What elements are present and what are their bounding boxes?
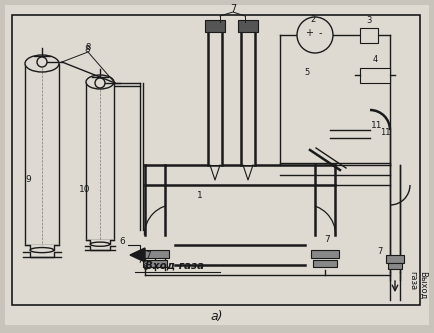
Ellipse shape — [30, 247, 54, 253]
Text: 3: 3 — [366, 16, 372, 25]
Wedge shape — [145, 205, 175, 235]
Text: 7: 7 — [145, 250, 151, 259]
Polygon shape — [86, 240, 114, 244]
Bar — [175, 245, 305, 265]
Polygon shape — [25, 245, 59, 250]
Wedge shape — [305, 205, 335, 235]
Bar — [386, 255, 404, 263]
Text: 8: 8 — [85, 43, 91, 52]
Ellipse shape — [86, 75, 114, 89]
Bar — [86, 82, 114, 240]
Text: Выход
газа: Выход газа — [408, 271, 427, 299]
Text: 7: 7 — [137, 256, 143, 265]
Text: 8: 8 — [84, 46, 90, 55]
Text: +: + — [305, 28, 313, 38]
Text: 7: 7 — [230, 4, 236, 14]
Text: 6: 6 — [119, 237, 125, 246]
Ellipse shape — [90, 242, 110, 246]
Text: 10: 10 — [79, 185, 91, 194]
Text: 2: 2 — [310, 15, 316, 24]
Bar — [205, 20, 225, 32]
Bar — [145, 165, 335, 185]
Text: 9: 9 — [25, 175, 31, 184]
Bar — [12, 15, 420, 305]
Polygon shape — [130, 248, 145, 262]
Text: 5: 5 — [304, 68, 309, 77]
Text: -: - — [318, 28, 322, 38]
Bar — [360, 68, 390, 83]
Bar — [311, 250, 339, 258]
Bar — [313, 260, 337, 267]
Bar — [238, 20, 258, 32]
Ellipse shape — [25, 55, 59, 72]
Text: 6: 6 — [142, 263, 148, 272]
Bar — [360, 28, 378, 43]
Bar — [25, 64, 59, 245]
Text: а): а) — [211, 310, 223, 323]
Text: 11: 11 — [380, 128, 390, 137]
Bar — [141, 250, 169, 258]
Text: Вход газа: Вход газа — [145, 260, 204, 270]
Text: 4: 4 — [372, 55, 378, 64]
Text: 1: 1 — [197, 190, 203, 199]
Bar — [241, 32, 255, 165]
Text: 7: 7 — [377, 247, 383, 256]
Bar — [388, 263, 402, 269]
Circle shape — [297, 17, 333, 53]
Bar — [165, 185, 315, 245]
Circle shape — [37, 57, 47, 67]
Text: 11: 11 — [371, 121, 383, 130]
Circle shape — [95, 78, 105, 88]
Bar — [143, 260, 167, 267]
Text: 7: 7 — [324, 235, 330, 244]
Bar — [208, 32, 222, 165]
